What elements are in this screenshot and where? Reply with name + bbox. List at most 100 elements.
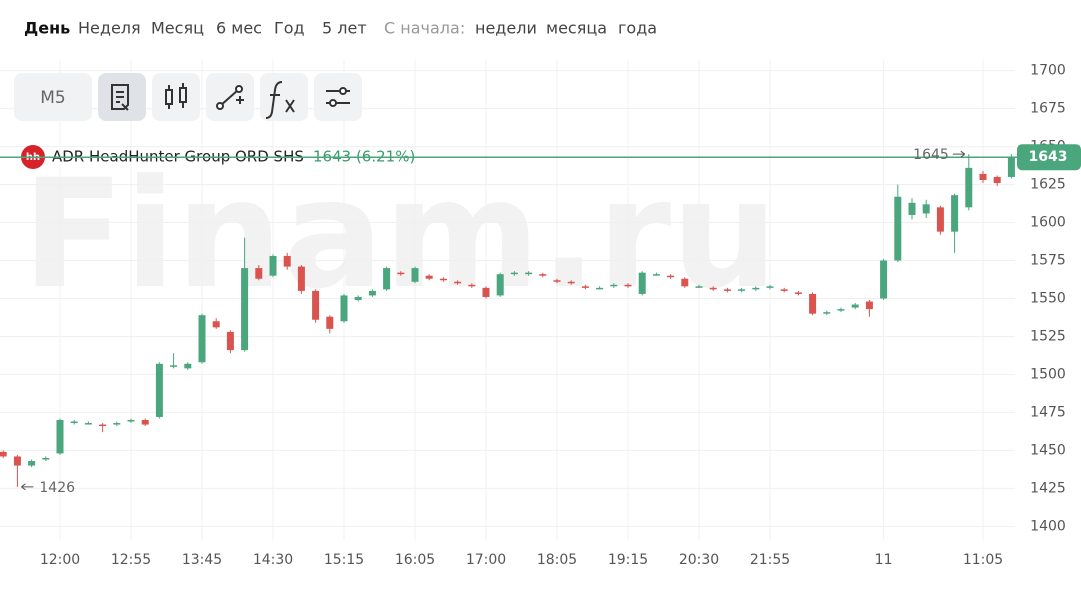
drawing-icon [219, 89, 244, 107]
watermark-group: Finam.ru [22, 148, 778, 322]
drawing-icon-dot [235, 85, 243, 93]
y-tick-label: 1550 [1030, 290, 1066, 306]
indicators-button[interactable] [260, 73, 308, 121]
candle-body [141, 420, 149, 425]
since-option[interactable]: года [618, 19, 657, 38]
candle-body [752, 287, 760, 290]
candle-body [340, 295, 348, 322]
x-tick-label: 14:30 [253, 552, 293, 568]
candle-body [56, 420, 64, 454]
candle-body [368, 290, 376, 296]
x-tick-label: 11:05 [963, 552, 1003, 568]
x-tick-label: 20:30 [679, 552, 719, 568]
candle-body [723, 289, 731, 291]
candle-body [383, 268, 391, 290]
settings-icon-knob [329, 99, 337, 107]
x-tick-label: 16:05 [395, 552, 435, 568]
candle-body [127, 420, 135, 422]
candle-body [155, 363, 163, 417]
candle-body [525, 272, 533, 275]
period-tab[interactable]: Год [274, 19, 305, 38]
watermark: Finam.ru [22, 148, 778, 322]
period-tab[interactable]: Месяц [151, 19, 204, 38]
candle-body [894, 196, 902, 261]
candle-body [581, 286, 589, 288]
last-price-tag [1017, 144, 1081, 171]
since-option[interactable]: месяца [546, 19, 607, 38]
candle-body [823, 312, 831, 314]
chart-type-button[interactable] [152, 73, 200, 121]
settings-button[interactable] [314, 73, 362, 121]
candle-body [212, 321, 220, 328]
candle-body [468, 284, 476, 287]
since-option[interactable]: недели [475, 19, 537, 38]
period-tab[interactable]: День [24, 19, 70, 38]
y-tick-label: 1625 [1030, 177, 1066, 193]
candle-body [922, 204, 930, 214]
candle-body [951, 195, 959, 232]
legend-icon [111, 84, 129, 111]
candle-body [397, 272, 405, 275]
candle-body [936, 207, 944, 232]
candle-body [28, 461, 36, 466]
candle-body [70, 421, 78, 424]
y-tick-label: 1400 [1030, 518, 1066, 534]
period-tab[interactable]: 5 лет [322, 19, 367, 38]
x-tick-label: 15:15 [324, 552, 364, 568]
x-tick-label: 21:55 [750, 552, 790, 568]
timeframe-button[interactable] [14, 73, 92, 121]
candle-body [496, 274, 504, 296]
min-label: 1426 [39, 480, 75, 496]
candle-body [596, 287, 604, 290]
candle-body [354, 296, 362, 300]
candle-body [809, 293, 817, 314]
y-tick-label: 1700 [1030, 63, 1066, 79]
x-tick-label: 18:05 [537, 552, 577, 568]
y-tick-label: 1425 [1030, 480, 1066, 496]
y-tick-label: 1600 [1030, 215, 1066, 231]
candle-body [42, 457, 50, 460]
candle-body [269, 255, 277, 276]
candle-body [865, 301, 873, 310]
candle-body [667, 275, 675, 278]
candle-body [241, 268, 249, 351]
candle-body [738, 289, 746, 291]
candle-body [851, 304, 859, 308]
candle-body [510, 272, 518, 275]
y-tick-label: 1500 [1030, 366, 1066, 382]
min-arrow [21, 483, 34, 491]
candle-body [454, 281, 462, 284]
candle-body [695, 286, 703, 288]
candle-body [638, 272, 646, 294]
legend: hh ADR HeadHunter Group ORD SHS 1643 (6.… [21, 145, 415, 169]
chart-type-icon [165, 83, 187, 109]
since-label: С начала: [384, 19, 465, 38]
y-tick-label: 1450 [1030, 442, 1066, 458]
max-label: 1645 [913, 147, 949, 163]
candle-body [326, 316, 334, 329]
candle-body [567, 281, 575, 284]
period-tab[interactable]: 6 мес [216, 19, 262, 38]
x-tick-label: 19:15 [608, 552, 648, 568]
x-tick-label: 11 [875, 552, 893, 568]
candle-body [681, 278, 689, 287]
candle-body [837, 309, 845, 311]
candle-body [965, 167, 973, 208]
timeframe-label: M5 [40, 88, 65, 108]
candle-body [880, 260, 888, 299]
drawing-icon-dot [216, 102, 224, 110]
x-tick-label: 12:00 [40, 552, 80, 568]
max-arrow [952, 150, 966, 158]
y-tick-label: 1675 [1030, 101, 1066, 117]
y-tick-label: 1525 [1030, 328, 1066, 344]
settings-icon-knob [339, 87, 347, 95]
candle-body [0, 451, 7, 457]
candle-body [439, 278, 447, 281]
period-tab[interactable]: Неделя [78, 19, 141, 38]
candle-body [283, 255, 291, 267]
candle-body [170, 365, 178, 367]
candle-body [226, 331, 234, 351]
candle-body [709, 287, 717, 290]
candle-body [425, 275, 433, 279]
